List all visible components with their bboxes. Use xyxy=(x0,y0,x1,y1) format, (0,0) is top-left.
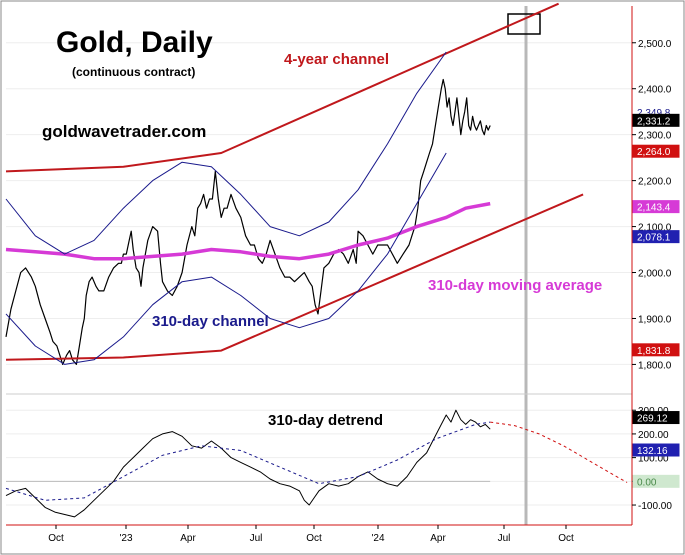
main-value-tag-label: 1,831.8 xyxy=(637,346,671,357)
x-tick-label: Apr xyxy=(430,533,446,544)
main-value-tag-label: 2,264.0 xyxy=(637,147,671,158)
detrend-y-tick-label: 100.00 xyxy=(638,454,669,465)
main-value-tag-box xyxy=(632,230,680,244)
detrend-grid xyxy=(6,409,632,506)
main-series-4-year-channel-lower xyxy=(5,193,584,361)
main-series-layer xyxy=(5,2,584,365)
main-value-tag-box xyxy=(632,200,680,214)
main-series-310-day-channel-upper xyxy=(5,51,447,255)
x-tick-label: Jul xyxy=(498,533,511,544)
detrend-value-tag-label: 132.16 xyxy=(637,446,668,457)
watermark-text: goldwavetrader.com xyxy=(42,122,206,141)
main-value-tag-box xyxy=(632,343,680,357)
main-value-tag: 2,143.4 xyxy=(632,200,680,214)
main-value-tag: 2,078.1 xyxy=(632,230,680,244)
detrend-value-tag-box xyxy=(632,474,680,488)
x-tick-label: Jul xyxy=(250,533,263,544)
detrend-series-layer xyxy=(5,409,628,518)
x-axis-ticks: Oct '23 Apr Jul Oct '24 Apr Jul Oct xyxy=(48,525,574,544)
x-tick-label: Oct xyxy=(48,533,64,544)
detrend-value-tag: 132.16 xyxy=(632,443,680,457)
main-value-tag-box xyxy=(632,113,680,127)
label-310-day-channel: 310-day channel xyxy=(152,313,269,330)
main-y-tick-label: 2,200.0 xyxy=(638,177,672,188)
main-y-tick-label: 1,800.0 xyxy=(638,360,672,371)
main-value-tag: 2,331.2 xyxy=(632,113,680,127)
detrend-series-detrend-cycle xyxy=(5,421,491,501)
x-tick-label: Apr xyxy=(180,533,196,544)
label-4-year-channel: 4-year channel xyxy=(284,51,389,68)
detrend-value-tag: 269.12 xyxy=(632,411,680,425)
label-moving-average: 310-day moving average xyxy=(428,277,602,294)
main-series-310-day-channel-lower xyxy=(5,152,447,365)
main-value-tags: 2,349.82,331.2 2,264.0 2,143.4 2,078.1 1,831… xyxy=(632,105,680,357)
detrend-value-tag-label: 269.12 xyxy=(637,414,668,425)
main-series-4-year-channel-upper xyxy=(5,2,560,173)
main-y-tick-label: 2,300.0 xyxy=(638,131,672,142)
detrend-series-detrend-projection xyxy=(490,421,628,483)
chart-title: Gold, Daily xyxy=(56,26,213,59)
main-series-gold xyxy=(5,78,491,365)
main-y-tick-label: 2,100.0 xyxy=(638,223,672,234)
detrend-value-tags: 269.12 132.16 0.00 xyxy=(632,411,680,488)
detrend-y-tick-label: -100.00 xyxy=(638,501,672,512)
target-box xyxy=(507,13,541,35)
main-series-310-day-moving-average xyxy=(5,201,491,261)
main-y-tick-label: 2,000.0 xyxy=(638,269,672,280)
detrend-value-tag: 0.00 xyxy=(632,474,680,488)
main-grid xyxy=(6,42,632,365)
x-tick-label: Oct xyxy=(558,533,574,544)
main-y-ticks: 1,800.0 1,900.0 2,000.0 2,100.0 2,200.0 2,300… xyxy=(632,39,672,371)
main-y-tick-label: 2,500.0 xyxy=(638,39,672,50)
main-value-tag-label: 2,331.2 xyxy=(637,116,671,127)
detrend-value-tag-label: 0.00 xyxy=(637,477,657,488)
main-value-tag-label: 2,349.8 xyxy=(637,108,671,119)
main-value-tag-label: 2,143.4 xyxy=(637,203,671,214)
main-value-tag-box xyxy=(632,144,680,158)
chart-subtitle: (continuous contract) xyxy=(72,65,195,79)
main-y-tick-label: 2,400.0 xyxy=(638,85,672,96)
x-tick-label: '24 xyxy=(371,533,384,544)
detrend-value-tag-box xyxy=(632,443,680,457)
main-value-tag: 2,264.0 xyxy=(632,144,680,158)
main-y-tick-label: 1,900.0 xyxy=(638,314,672,325)
detrend-series-310-day-detrend xyxy=(5,409,491,518)
detrend-value-tag-box xyxy=(632,411,680,425)
main-value-tag: 1,831.8 xyxy=(632,343,680,357)
main-value-tag-label: 2,078.1 xyxy=(637,233,671,244)
x-tick-label: '23 xyxy=(119,533,132,544)
detrend-y-tick-label: 200.00 xyxy=(638,430,669,441)
x-tick-label: Oct xyxy=(306,533,322,544)
label-detrend: 310-day detrend xyxy=(268,412,383,429)
